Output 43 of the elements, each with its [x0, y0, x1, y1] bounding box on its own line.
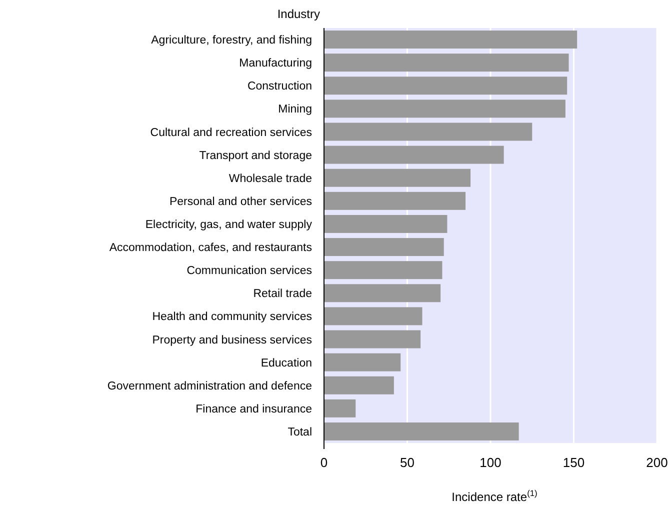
y-tick-label: Communication services	[186, 265, 312, 278]
bar	[324, 146, 504, 164]
y-tick-label: Retail trade	[253, 288, 312, 300]
x-tick-label: 50	[400, 455, 414, 470]
bar	[324, 307, 422, 326]
bar	[324, 192, 466, 210]
y-tick-label: Agriculture, forestry, and fishing	[151, 34, 312, 47]
bar	[324, 214, 448, 233]
y-tick-label: Transport and storage	[199, 150, 312, 162]
bar	[324, 422, 519, 440]
y-tick-label: Personal and other services	[169, 196, 312, 208]
bar	[324, 100, 566, 118]
y-tick-label: Cultural and recreation services	[150, 126, 312, 139]
bar	[324, 122, 532, 141]
bar	[324, 353, 401, 372]
x-tick-label: 0	[320, 455, 328, 470]
y-tick-label: Property and business services	[152, 334, 312, 346]
bar	[324, 284, 441, 302]
y-tick-label: Government administration and defence	[107, 380, 312, 392]
bar	[324, 168, 471, 187]
x-tick-label: 150	[562, 455, 585, 470]
bar	[324, 76, 568, 95]
x-tick-label: 100	[480, 455, 502, 470]
bar	[324, 54, 569, 72]
y-tick-label: Construction	[247, 80, 312, 93]
y-tick-label: Total	[288, 426, 312, 438]
y-tick-label: Health and community services	[152, 311, 312, 324]
x-tick-label: 200	[646, 455, 668, 470]
bar	[324, 238, 444, 256]
y-tick-label: Manufacturing	[239, 58, 312, 70]
y-tick-label: Mining	[278, 104, 312, 116]
x-axis-title: Incidence rate$^{(1)}$	[452, 488, 538, 504]
bar	[324, 399, 356, 418]
y-tick-label: Wholesale trade	[228, 172, 312, 185]
y-axis-title: Industry	[277, 7, 320, 21]
y-tick-label: Finance and insurance	[196, 403, 312, 416]
bar	[324, 261, 442, 280]
y-tick-label: Education	[260, 357, 312, 370]
y-tick-label: Accommodation, cafes, and restaurants	[109, 242, 312, 254]
bar	[324, 330, 421, 348]
bar	[324, 376, 394, 394]
y-tick-label: Electricity, gas, and water supply	[145, 218, 312, 231]
bar	[324, 30, 578, 49]
